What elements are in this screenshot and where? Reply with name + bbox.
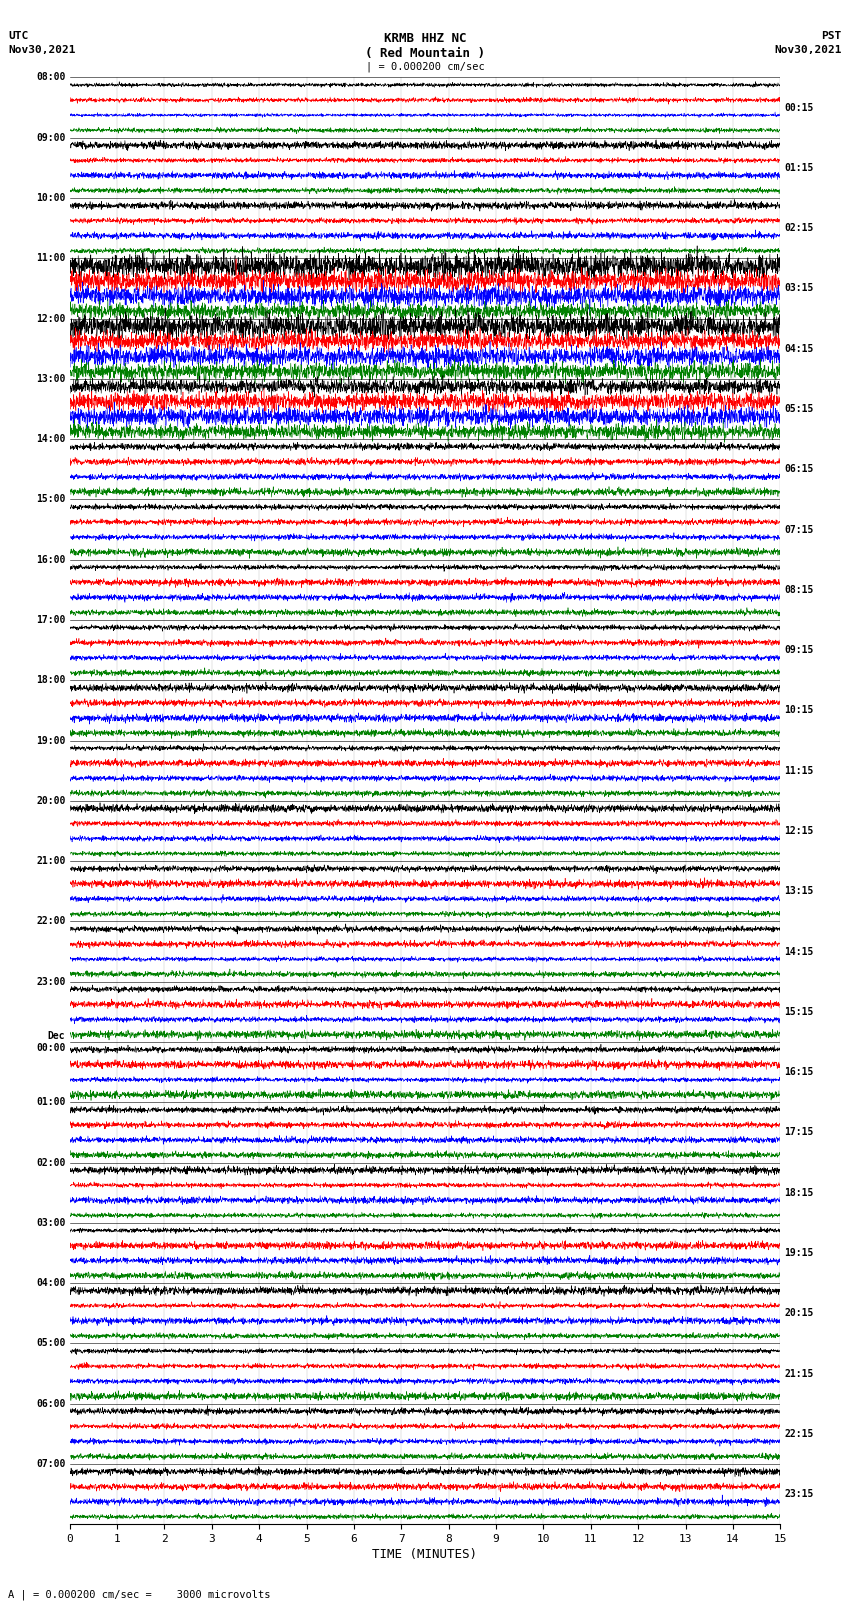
Text: 07:15: 07:15: [785, 524, 814, 534]
Text: 23:15: 23:15: [785, 1489, 814, 1498]
Text: 13:00: 13:00: [36, 374, 65, 384]
Text: 21:00: 21:00: [36, 857, 65, 866]
Text: Nov30,2021: Nov30,2021: [774, 45, 842, 55]
Text: 08:15: 08:15: [785, 586, 814, 595]
Text: Nov30,2021: Nov30,2021: [8, 45, 76, 55]
Text: 10:15: 10:15: [785, 705, 814, 716]
Text: 11:00: 11:00: [36, 253, 65, 263]
Text: 15:00: 15:00: [36, 495, 65, 505]
Text: 03:00: 03:00: [36, 1218, 65, 1227]
Text: 05:15: 05:15: [785, 403, 814, 415]
Text: | = 0.000200 cm/sec: | = 0.000200 cm/sec: [366, 61, 484, 73]
Text: 19:00: 19:00: [36, 736, 65, 745]
Text: 22:15: 22:15: [785, 1429, 814, 1439]
Text: 09:00: 09:00: [36, 132, 65, 142]
Text: 07:00: 07:00: [36, 1460, 65, 1469]
Text: 17:15: 17:15: [785, 1127, 814, 1137]
Text: 02:00: 02:00: [36, 1158, 65, 1168]
Text: 15:15: 15:15: [785, 1007, 814, 1016]
Text: 06:00: 06:00: [36, 1398, 65, 1408]
Text: PST: PST: [821, 31, 842, 40]
Text: 19:15: 19:15: [785, 1248, 814, 1258]
Text: 01:15: 01:15: [785, 163, 814, 173]
Text: 02:15: 02:15: [785, 223, 814, 234]
Text: 04:00: 04:00: [36, 1277, 65, 1289]
Text: 20:00: 20:00: [36, 795, 65, 806]
Text: A | = 0.000200 cm/sec =    3000 microvolts: A | = 0.000200 cm/sec = 3000 microvolts: [8, 1589, 271, 1600]
Text: 16:15: 16:15: [785, 1068, 814, 1077]
Text: 01:00: 01:00: [36, 1097, 65, 1107]
Text: 16:00: 16:00: [36, 555, 65, 565]
Text: 09:15: 09:15: [785, 645, 814, 655]
Text: 14:15: 14:15: [785, 947, 814, 957]
Text: 21:15: 21:15: [785, 1368, 814, 1379]
Text: 17:00: 17:00: [36, 615, 65, 624]
Text: 14:00: 14:00: [36, 434, 65, 444]
Text: 18:15: 18:15: [785, 1187, 814, 1198]
Text: KRMB HHZ NC: KRMB HHZ NC: [383, 32, 467, 45]
Text: 13:15: 13:15: [785, 886, 814, 897]
Text: 03:15: 03:15: [785, 284, 814, 294]
Text: 20:15: 20:15: [785, 1308, 814, 1318]
Text: 22:00: 22:00: [36, 916, 65, 926]
Text: 06:15: 06:15: [785, 465, 814, 474]
Text: 12:15: 12:15: [785, 826, 814, 836]
Text: 10:00: 10:00: [36, 194, 65, 203]
Text: 11:15: 11:15: [785, 766, 814, 776]
X-axis label: TIME (MINUTES): TIME (MINUTES): [372, 1548, 478, 1561]
Text: Dec
00:00: Dec 00:00: [36, 1031, 65, 1053]
Text: 18:00: 18:00: [36, 676, 65, 686]
Text: 04:15: 04:15: [785, 344, 814, 353]
Text: 00:15: 00:15: [785, 103, 814, 113]
Text: ( Red Mountain ): ( Red Mountain ): [365, 47, 485, 60]
Text: 05:00: 05:00: [36, 1339, 65, 1348]
Text: 08:00: 08:00: [36, 73, 65, 82]
Text: 23:00: 23:00: [36, 977, 65, 987]
Text: UTC: UTC: [8, 31, 29, 40]
Text: 12:00: 12:00: [36, 313, 65, 324]
